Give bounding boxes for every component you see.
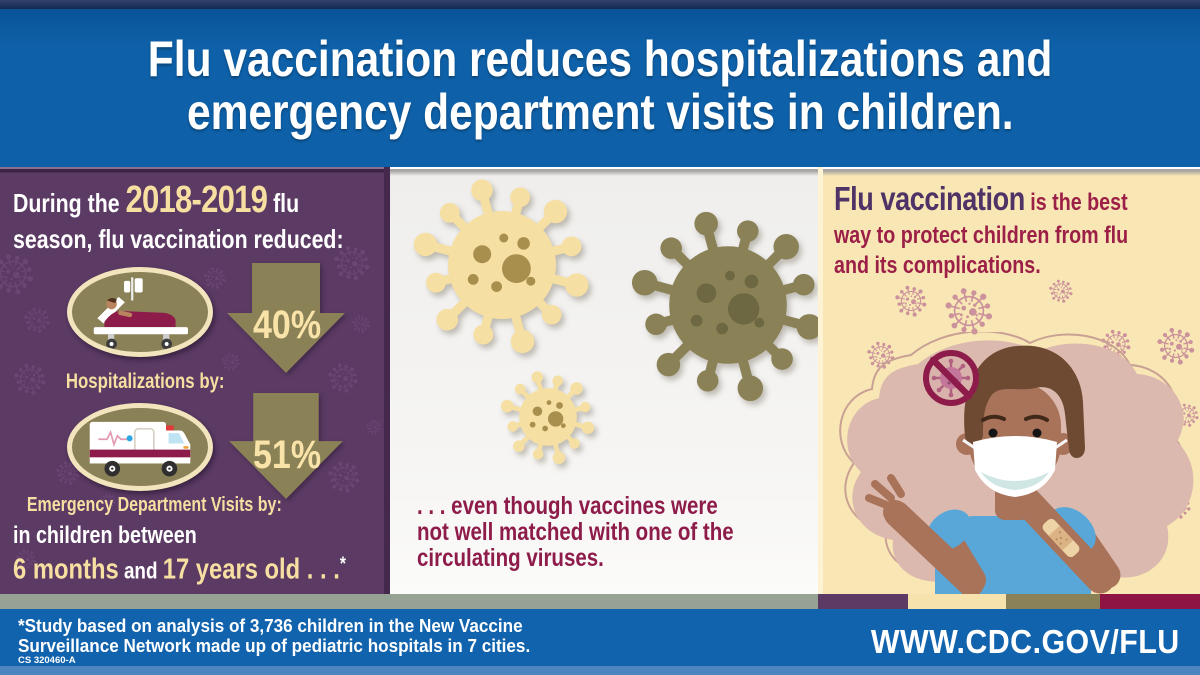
down-arrow-icon bbox=[227, 263, 345, 373]
virus-icon bbox=[412, 175, 592, 355]
virus-icon bbox=[1049, 279, 1073, 303]
cdc-flu-url[interactable]: WWW.CDC.GOV/FLU bbox=[871, 623, 1180, 660]
ed-visit-reduction-percent: 51% bbox=[252, 433, 322, 477]
hospital-bed-icon bbox=[93, 277, 188, 350]
age-and: and bbox=[118, 557, 163, 584]
title-line-1: Flu vaccination reduces hospitalizations… bbox=[147, 31, 1053, 87]
heading-line-3: and its complications. bbox=[834, 252, 1041, 279]
recommendation-heading: Flu vaccination is the best way to prote… bbox=[834, 182, 1193, 281]
virus-icon bbox=[366, 419, 382, 435]
virus-icon bbox=[24, 307, 50, 333]
bandage-icon bbox=[1042, 518, 1080, 558]
caption-line-3: circulating viruses. bbox=[417, 544, 604, 572]
mismatch-caption: . . . even though vaccines were not well… bbox=[417, 493, 803, 571]
hospitalization-reduction-percent: 40% bbox=[252, 303, 322, 347]
footnote-line-2: Surveillance Network made up of pediatri… bbox=[18, 636, 531, 656]
heading-line-2: way to protect children from flu bbox=[834, 222, 1129, 249]
title-line-2: emergency department visits in children. bbox=[186, 84, 1014, 140]
virus-panel: . . . even though vaccines were not well… bbox=[390, 167, 818, 594]
caption-line-2: not well matched with one of the bbox=[417, 518, 734, 546]
page-title: Flu vaccination reduces hospitalizations… bbox=[0, 9, 1200, 139]
virus-icon bbox=[0, 253, 34, 295]
footnote-asterisk: * bbox=[339, 554, 346, 575]
ed-visits-label: Emergency Department Visits by: bbox=[26, 494, 282, 516]
ambulance-icon bbox=[89, 421, 191, 477]
stats-panel: During the 2018-2019 flu season, flu vac… bbox=[0, 167, 390, 594]
top-accent-strip bbox=[0, 0, 1200, 9]
age-line-1: in children between bbox=[13, 522, 197, 549]
intro-line-2: season, flu vaccination reduced: bbox=[13, 224, 344, 254]
study-footnote: *Study based on analysis of 3,736 childr… bbox=[18, 616, 530, 656]
footnote-line-1: *Study based on analysis of 3,736 childr… bbox=[18, 616, 523, 636]
intro-text: During the 2018-2019 flu season, flu vac… bbox=[13, 179, 384, 255]
intro-suffix: flu bbox=[267, 188, 300, 218]
strip-olive bbox=[1006, 594, 1100, 609]
caption-line-1: . . . even though vaccines were bbox=[417, 492, 718, 520]
virus-icon bbox=[204, 267, 226, 289]
hospitalizations-label: Hospitalizations by: bbox=[65, 370, 225, 393]
virus-icon bbox=[352, 315, 370, 333]
divider-strip bbox=[0, 594, 1200, 609]
document-id: CS 320460-A bbox=[18, 655, 76, 666]
virus-icon bbox=[500, 369, 596, 465]
masked-boy-illustration bbox=[823, 330, 1200, 594]
virus-icon bbox=[895, 285, 927, 317]
down-arrow-icon bbox=[227, 393, 345, 499]
heading-rest: is the best bbox=[1024, 189, 1128, 216]
age-months: 6 months bbox=[13, 553, 119, 586]
hospital-bed-badge bbox=[67, 267, 213, 357]
boy-figure bbox=[865, 345, 1121, 594]
footer-bar: *Study based on analysis of 3,736 childr… bbox=[0, 609, 1200, 666]
ambulance-badge bbox=[67, 403, 213, 491]
age-years: 17 years old . . . bbox=[162, 553, 340, 586]
season-highlight: 2018-2019 bbox=[125, 179, 268, 221]
intro-prefix: During the bbox=[13, 188, 126, 218]
face-mask-icon bbox=[973, 436, 1057, 497]
boy-hair bbox=[964, 345, 1085, 459]
age-range-text: in children between 6 months and 17 year… bbox=[13, 522, 384, 587]
virus-icon bbox=[630, 207, 818, 403]
strip-sage bbox=[0, 594, 818, 609]
heading-bold: Flu vaccination bbox=[834, 180, 1025, 217]
header-banner: Flu vaccination reduces hospitalizations… bbox=[0, 9, 1200, 167]
recommendation-panel: Flu vaccination is the best way to prote… bbox=[818, 167, 1200, 594]
strip-purple bbox=[818, 594, 908, 609]
virus-icon bbox=[945, 287, 993, 335]
no-virus-icon bbox=[923, 350, 979, 406]
strip-maroon bbox=[1100, 594, 1200, 609]
bottom-accent-strip bbox=[0, 666, 1200, 675]
strip-cream bbox=[908, 594, 1006, 609]
